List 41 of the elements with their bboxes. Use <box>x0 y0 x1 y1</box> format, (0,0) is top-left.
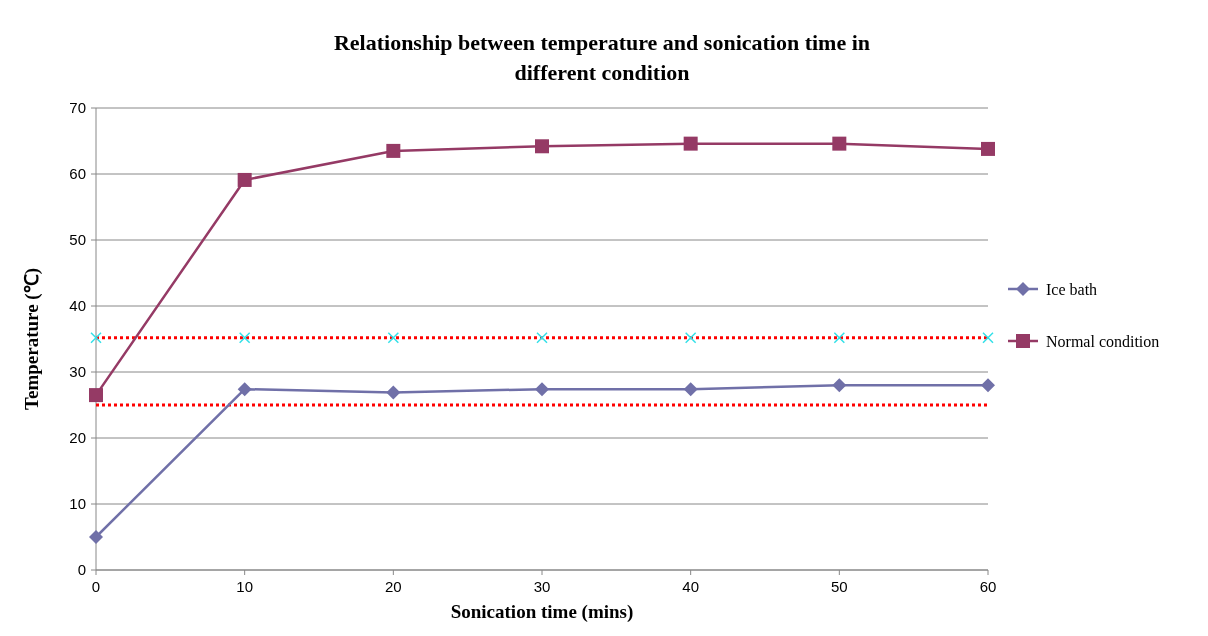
legend-label: Normal condition <box>1046 332 1160 350</box>
point <box>386 385 401 400</box>
point <box>386 143 401 158</box>
point <box>237 172 252 187</box>
point <box>683 136 698 151</box>
x-tick-label: 0 <box>91 578 101 595</box>
point <box>832 136 847 151</box>
y-tick-label: 20 <box>69 429 86 447</box>
point <box>832 378 847 393</box>
y-tick-label: 10 <box>69 495 86 513</box>
point <box>387 331 400 344</box>
point <box>982 331 994 344</box>
y-tick-label: 70 <box>69 99 86 117</box>
x-axis-title: Sonication time (mins) <box>450 601 634 623</box>
x-tick-label: 40 <box>682 578 700 595</box>
point <box>683 382 698 397</box>
y-tick-label: 0 <box>77 561 86 579</box>
x-tick-label: 10 <box>236 578 254 595</box>
legend-label: Ice bath <box>1046 280 1098 298</box>
point <box>981 378 995 393</box>
y-tick-label: 40 <box>69 297 86 315</box>
point <box>238 331 251 344</box>
point <box>237 382 252 397</box>
chart-title: Relationship between temperature and sonication time in different condition <box>333 30 871 85</box>
point <box>89 530 103 544</box>
point <box>90 331 102 344</box>
y-tick-label: 50 <box>69 231 86 249</box>
point <box>833 331 846 344</box>
x-tick-label: 50 <box>830 578 848 595</box>
x-tick-label: 60 <box>979 578 997 595</box>
x-tick-label: 20 <box>384 578 402 595</box>
point <box>536 331 548 344</box>
point <box>89 388 103 403</box>
y-tick-label: 30 <box>69 363 86 381</box>
y-axis-title: Temperature (℃) <box>21 268 43 410</box>
y-tick-label: 60 <box>69 165 86 183</box>
x-tick-label: 30 <box>533 578 551 595</box>
point <box>535 382 549 397</box>
point <box>684 331 697 344</box>
point <box>981 141 995 156</box>
point <box>535 139 549 154</box>
